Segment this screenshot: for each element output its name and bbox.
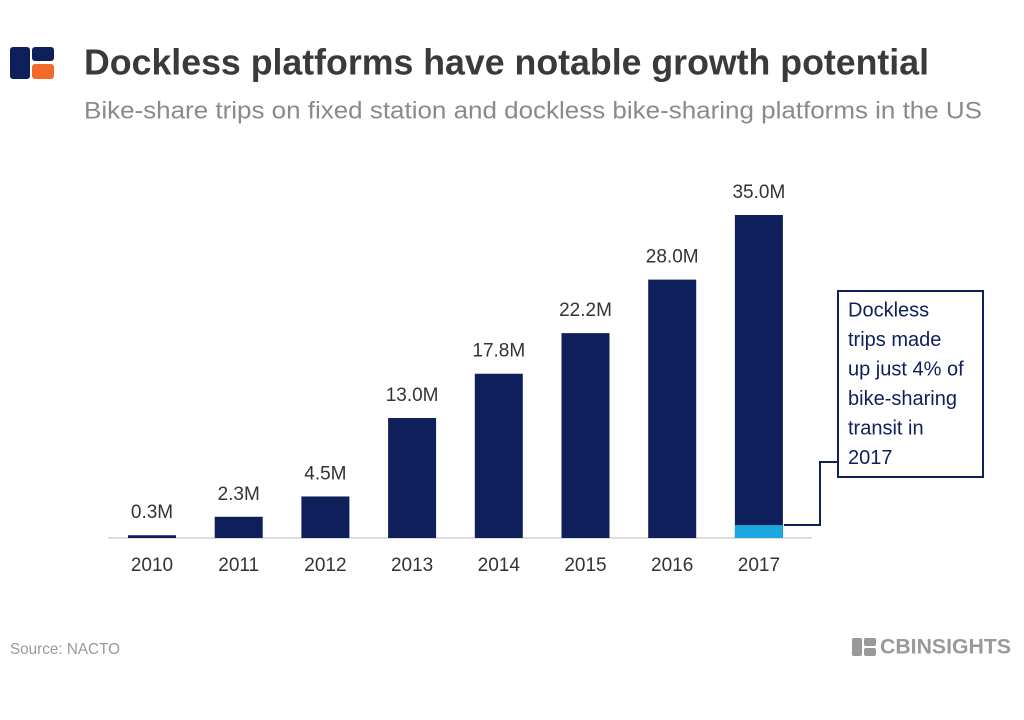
value-label: 17.8M [472, 341, 525, 362]
value-label: 28.0M [646, 247, 699, 268]
annotation-line: bike-sharing [848, 388, 957, 410]
annotation-line: transit in [848, 417, 924, 439]
brand-logo [852, 638, 876, 656]
chart-subtitle: Bike-share trips on fixed station and do… [84, 97, 982, 124]
connector [784, 461, 838, 526]
logo [10, 47, 54, 79]
value-label: 35.0M [732, 182, 785, 203]
x-tick-label: 2011 [218, 555, 259, 576]
bar [388, 418, 437, 538]
x-tick-label: 2016 [651, 555, 693, 576]
value-label: 13.0M [386, 385, 439, 406]
x-tick-label: 2010 [131, 555, 173, 576]
annotation-line: up just 4% of [848, 358, 964, 380]
x-tick-label: 2017 [738, 555, 780, 576]
x-tick-label: 2015 [564, 555, 606, 576]
x-tick-label: 2014 [478, 555, 521, 576]
bar [474, 373, 523, 538]
value-label: 0.3M [131, 502, 173, 523]
bar [648, 279, 697, 538]
bar [734, 215, 783, 538]
bar [128, 535, 176, 538]
x-tick-label: 2012 [304, 555, 346, 576]
bar [301, 496, 350, 538]
annotation-box [837, 290, 984, 478]
chart-title: Dockless platforms have notable growth p… [84, 42, 929, 83]
bar [561, 333, 610, 538]
bar [214, 516, 263, 538]
source: Source: NACTO [10, 641, 120, 658]
annotation-line: Dockless [848, 299, 929, 321]
brand: CBINSIGHTS [880, 636, 1011, 659]
x-tick-label: 2013 [391, 555, 433, 576]
overlay-bar [734, 525, 783, 538]
value-label: 2.3M [218, 484, 260, 505]
annotation-line: 2017 [848, 447, 893, 469]
value-label: 22.2M [559, 300, 612, 321]
value-label: 4.5M [304, 463, 346, 484]
annotation-line: trips made [848, 329, 941, 351]
